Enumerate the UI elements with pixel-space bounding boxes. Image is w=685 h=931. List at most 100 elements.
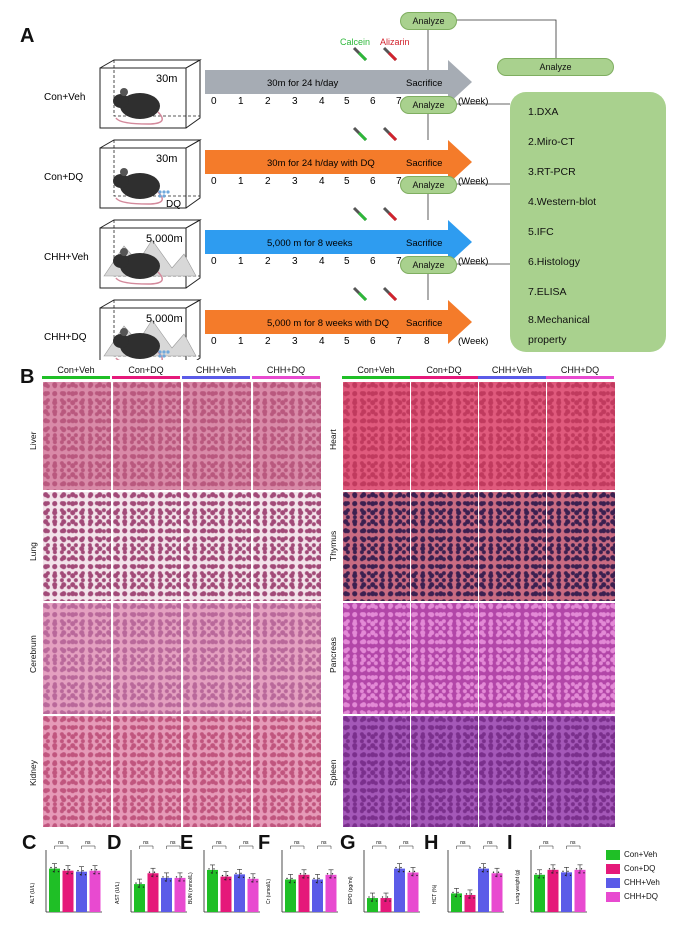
bar bbox=[464, 894, 476, 912]
column-color-bar bbox=[342, 376, 410, 379]
data-point bbox=[495, 875, 497, 877]
data-point bbox=[540, 873, 542, 875]
data-point bbox=[90, 868, 93, 871]
week-tick: 4 bbox=[319, 96, 325, 107]
week-tick: 4 bbox=[319, 256, 325, 267]
week-tick: 7 bbox=[396, 336, 402, 347]
mouse-head bbox=[113, 254, 129, 268]
histology-image-thymus bbox=[478, 491, 548, 602]
chart-letter: F bbox=[258, 832, 271, 854]
bar-chart-e: BUN (mmol/L) ns ns bbox=[188, 840, 260, 913]
bar-chart-f: Cr (umol/L) ns ns bbox=[266, 840, 338, 913]
data-point bbox=[400, 866, 402, 869]
sacrifice-label: Sacrifice bbox=[406, 78, 442, 89]
data-point bbox=[304, 873, 307, 875]
chamber-box bbox=[99, 67, 187, 129]
week-unit-label: (Week) bbox=[458, 176, 488, 187]
histology-image-pancreas bbox=[546, 602, 616, 715]
legend-swatch-chh-veh bbox=[606, 878, 620, 888]
significance-label: ns bbox=[58, 840, 64, 846]
column-color-bar bbox=[252, 376, 320, 379]
histology-column-header: Con+DQ bbox=[128, 365, 164, 375]
data-point bbox=[329, 877, 331, 879]
chamber-top bbox=[99, 59, 202, 69]
histology-column-header: CHH+DQ bbox=[560, 365, 600, 375]
data-point bbox=[137, 886, 140, 888]
histology-image-cerebrum bbox=[42, 602, 112, 715]
bar-chart-g: EPO (pg/ml) ns ns bbox=[348, 840, 420, 913]
y-axis-label: AST (U/L) bbox=[115, 882, 121, 904]
week-tick: 7 bbox=[396, 176, 402, 187]
data-point bbox=[381, 896, 384, 898]
bar bbox=[367, 898, 378, 912]
week-tick: 0 bbox=[211, 336, 217, 347]
chart-letter: C bbox=[22, 832, 37, 854]
histology-image-lung bbox=[252, 491, 322, 602]
data-point bbox=[564, 874, 567, 877]
significance-bracket bbox=[139, 845, 154, 849]
data-point bbox=[307, 877, 309, 879]
data-point bbox=[98, 872, 100, 875]
chamber-top bbox=[99, 299, 202, 309]
group-row-2: CHH+Veh 5,000m 5,000 m for 8 weeks Sacrific… bbox=[44, 183, 510, 289]
group-row-3: CHH+DQ 5,000m DQ 5,000 m for 8 weeks with D… bbox=[44, 263, 510, 370]
week-tick: 1 bbox=[238, 256, 244, 267]
analyze-badge-row: Analyze bbox=[400, 176, 457, 194]
dq-pill bbox=[158, 350, 162, 354]
week-tick: 7 bbox=[396, 96, 402, 107]
data-point bbox=[50, 866, 52, 869]
data-point bbox=[370, 900, 373, 902]
chamber-altitude: 30m bbox=[156, 73, 177, 85]
week-tick: 4 bbox=[319, 336, 325, 347]
panel-b-histology: Con+Veh Con+DQ CHH+Veh CHH+DQ Con+Veh Con+DQ C… bbox=[0, 365, 685, 830]
week-tick: 5 bbox=[344, 96, 350, 107]
significance-label: ns bbox=[570, 840, 576, 846]
week-tick: 3 bbox=[292, 176, 298, 187]
group-label: Con+DQ bbox=[44, 172, 83, 183]
week-unit-label: (Week) bbox=[458, 256, 488, 267]
chamber-side bbox=[185, 139, 201, 209]
method-item: 1.DXA bbox=[528, 106, 559, 118]
data-point bbox=[93, 872, 95, 875]
bar bbox=[62, 870, 74, 912]
significance-bracket bbox=[239, 845, 254, 849]
data-point bbox=[569, 874, 572, 877]
significance-label: ns bbox=[403, 840, 409, 846]
legend-swatch-chh-dq bbox=[606, 892, 620, 902]
data-point bbox=[180, 876, 183, 878]
data-point bbox=[459, 895, 462, 898]
data-point bbox=[256, 881, 258, 883]
data-point bbox=[235, 872, 237, 875]
chart-letter: G bbox=[340, 832, 356, 854]
data-point bbox=[457, 891, 459, 894]
data-point bbox=[567, 870, 569, 873]
histology-column-header: CHH+Veh bbox=[491, 365, 533, 375]
significance-label: ns bbox=[321, 840, 327, 846]
method-item: 3.RT-PCR bbox=[528, 166, 576, 178]
arrow-text: 5,000 m for 8 weeks bbox=[267, 238, 353, 249]
data-point bbox=[95, 868, 98, 871]
histology-image-kidney bbox=[252, 715, 322, 828]
mouse-ear bbox=[120, 328, 128, 336]
data-point bbox=[486, 870, 489, 873]
histology-image-spleen bbox=[546, 715, 616, 828]
tissue-row-label: Heart bbox=[328, 429, 338, 450]
data-point bbox=[240, 872, 242, 875]
data-point bbox=[57, 870, 60, 873]
arrow-text: 5,000 m for 8 weeks with DQ bbox=[267, 318, 389, 329]
data-point bbox=[237, 876, 240, 879]
data-point bbox=[229, 878, 231, 881]
significance-label: ns bbox=[294, 840, 300, 846]
column-color-bar bbox=[42, 376, 110, 379]
dq-pill bbox=[162, 194, 166, 198]
bar bbox=[380, 898, 392, 912]
mouse-icon bbox=[120, 333, 160, 359]
histology-image-kidney bbox=[182, 715, 252, 828]
data-point bbox=[210, 872, 213, 874]
chart-letter: D bbox=[107, 832, 122, 854]
data-point bbox=[397, 870, 400, 873]
method-item: property bbox=[528, 334, 567, 346]
bar-chart-c: ALT (U/L) ns ns bbox=[30, 840, 102, 913]
data-point bbox=[386, 896, 389, 898]
bar bbox=[561, 872, 572, 912]
